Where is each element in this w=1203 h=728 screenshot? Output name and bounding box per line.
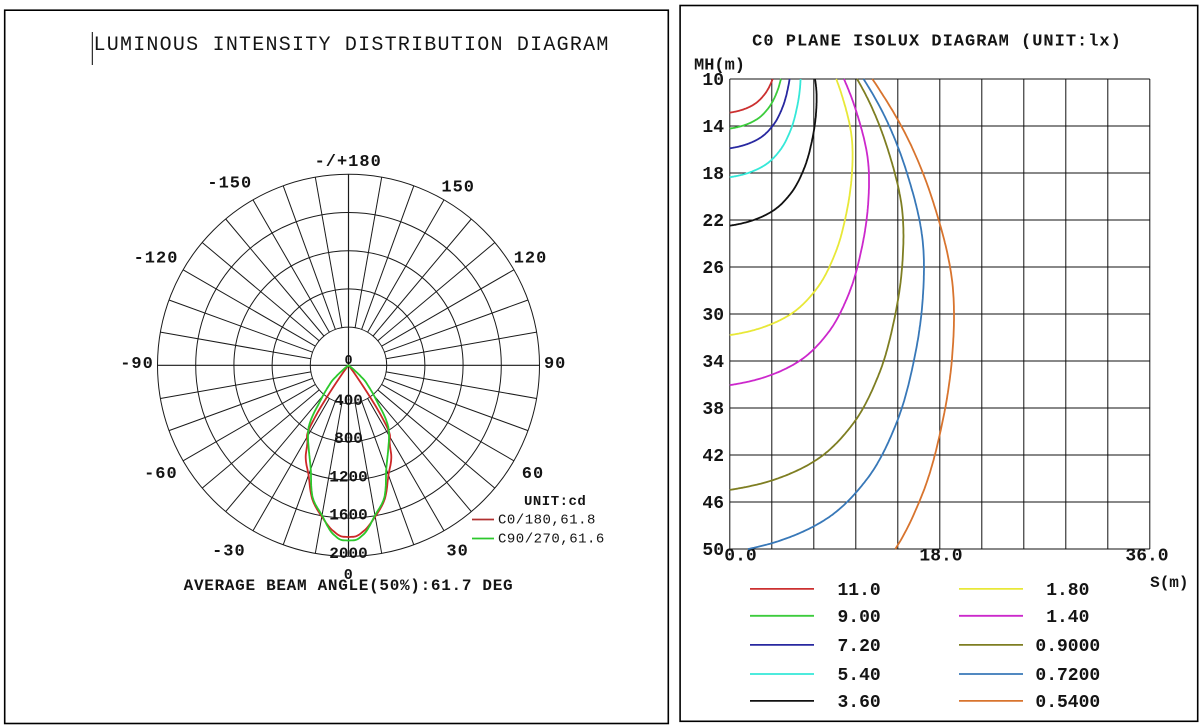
svg-text:1600: 1600 bbox=[329, 507, 367, 525]
svg-text:18: 18 bbox=[702, 165, 724, 185]
svg-text:90: 90 bbox=[544, 355, 566, 374]
svg-text:-60: -60 bbox=[144, 465, 178, 484]
svg-text:800: 800 bbox=[334, 430, 363, 448]
svg-text:400: 400 bbox=[334, 392, 363, 410]
svg-text:-150: -150 bbox=[207, 175, 252, 194]
svg-text:14: 14 bbox=[702, 118, 724, 138]
svg-text:22: 22 bbox=[702, 212, 724, 232]
svg-text:0.9000: 0.9000 bbox=[1035, 637, 1100, 657]
svg-text:0: 0 bbox=[344, 567, 353, 584]
svg-text:0.7200: 0.7200 bbox=[1035, 666, 1100, 686]
svg-text:0.5400: 0.5400 bbox=[1035, 693, 1100, 713]
svg-text:C0 PLANE ISOLUX DIAGRAM (UNIT:: C0 PLANE ISOLUX DIAGRAM (UNIT:lx) bbox=[752, 33, 1122, 52]
svg-text:-90: -90 bbox=[120, 355, 154, 374]
svg-text:1.40: 1.40 bbox=[1035, 608, 1089, 628]
svg-text:46: 46 bbox=[702, 494, 724, 514]
svg-text:0: 0 bbox=[344, 354, 352, 369]
svg-text:120: 120 bbox=[514, 250, 548, 269]
svg-text:11.0: 11.0 bbox=[838, 581, 881, 601]
svg-text:10: 10 bbox=[702, 71, 724, 91]
svg-text:1.80: 1.80 bbox=[1035, 581, 1089, 601]
svg-text:38: 38 bbox=[702, 400, 724, 420]
svg-text:30: 30 bbox=[446, 543, 468, 562]
svg-text:18.0: 18.0 bbox=[919, 547, 962, 567]
svg-text:42: 42 bbox=[702, 447, 724, 467]
svg-text:-/+180: -/+180 bbox=[315, 153, 382, 172]
svg-text:150: 150 bbox=[441, 178, 475, 197]
svg-text:S(m): S(m) bbox=[1150, 574, 1188, 592]
svg-text:-120: -120 bbox=[134, 250, 179, 269]
svg-text:LUMINOUS INTENSITY DISTRIBUTIO: LUMINOUS INTENSITY DISTRIBUTION DIAGRAM bbox=[94, 34, 610, 57]
svg-text:1200: 1200 bbox=[329, 468, 367, 486]
svg-text:5.40: 5.40 bbox=[838, 666, 881, 686]
svg-text:C0/180,61.8: C0/180,61.8 bbox=[498, 513, 596, 529]
svg-text:3.60: 3.60 bbox=[838, 693, 881, 713]
svg-text:60: 60 bbox=[522, 465, 544, 484]
svg-text:AVERAGE BEAM ANGLE(50%):61.7 D: AVERAGE BEAM ANGLE(50%):61.7 DEG bbox=[184, 577, 514, 595]
svg-text:0.0: 0.0 bbox=[724, 547, 756, 567]
svg-text:2000: 2000 bbox=[329, 545, 367, 563]
svg-text:30: 30 bbox=[702, 306, 724, 326]
svg-text:7.20: 7.20 bbox=[838, 637, 881, 657]
svg-text:34: 34 bbox=[702, 353, 724, 373]
svg-text:UNIT:cd: UNIT:cd bbox=[524, 494, 586, 510]
svg-text:-30: -30 bbox=[212, 543, 246, 562]
svg-text:26: 26 bbox=[702, 259, 724, 279]
svg-text:C90/270,61.6: C90/270,61.6 bbox=[498, 532, 605, 548]
svg-text:36.0: 36.0 bbox=[1125, 547, 1168, 567]
svg-text:50: 50 bbox=[702, 541, 724, 561]
svg-text:MH(m): MH(m) bbox=[694, 57, 745, 76]
svg-text:9.00: 9.00 bbox=[838, 608, 881, 628]
